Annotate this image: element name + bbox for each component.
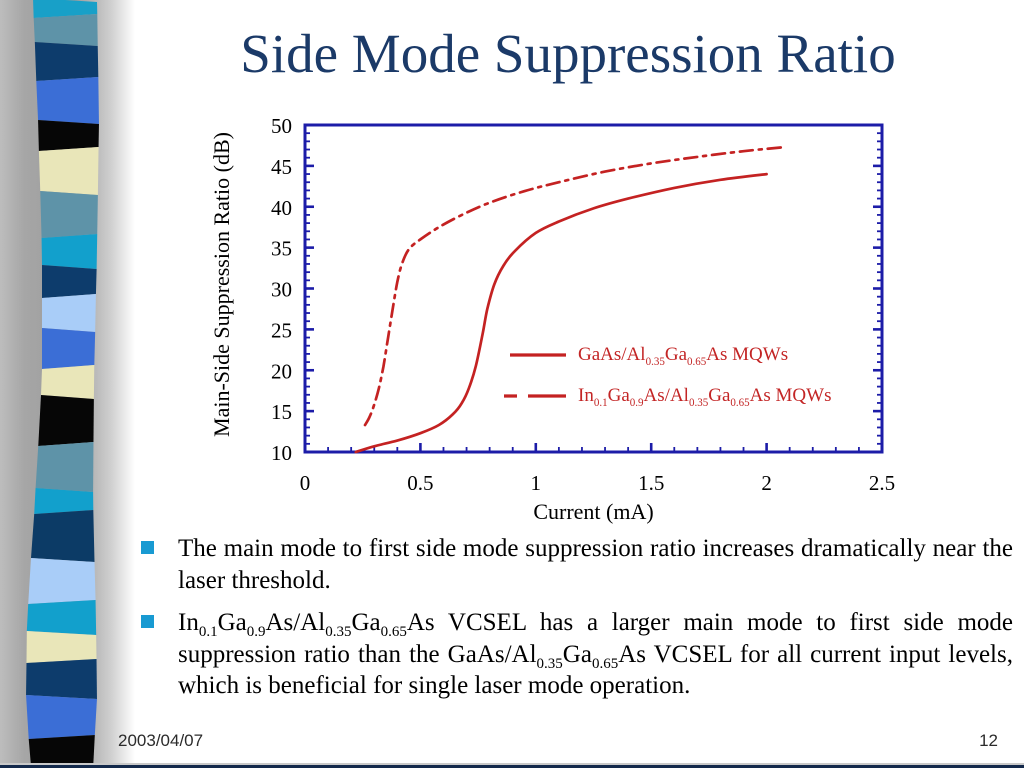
bottom-accent-bar bbox=[0, 765, 1024, 768]
slide-footer: 2003/04/07 12 bbox=[118, 731, 998, 751]
ribbon-band bbox=[42, 294, 96, 332]
smsr-chart: 0 0.5 1 1.5 2 2.5 10 15 20 25 30 35 40 45 50 Current (m… bbox=[205, 98, 919, 533]
bullet-text-2: In0.1Ga0.9As/Al0.35Ga0.65As VCSEL has a … bbox=[178, 609, 1013, 699]
ribbon-band bbox=[42, 328, 96, 369]
ribbon-band bbox=[35, 442, 94, 492]
decorative-ribbon bbox=[0, 0, 135, 768]
slide-edge-line bbox=[0, 763, 1024, 765]
y-tick-label: 25 bbox=[271, 318, 292, 342]
y-tick-label: 35 bbox=[271, 237, 292, 261]
chart-plot-area: 0 0.5 1 1.5 2 2.5 10 15 20 25 30 35 40 45 50 Current (m… bbox=[209, 114, 895, 524]
x-axis-title: Current (mA) bbox=[533, 499, 653, 524]
y-tick-label: 50 bbox=[271, 114, 292, 138]
ribbon-band bbox=[26, 659, 97, 699]
footer-page-number: 12 bbox=[979, 731, 998, 750]
footer-date: 2003/04/07 bbox=[118, 731, 204, 750]
y-tick-label: 10 bbox=[271, 441, 292, 465]
ribbon-band bbox=[33, 14, 98, 46]
x-tick-label: 1 bbox=[531, 471, 542, 495]
ribbon-band bbox=[26, 695, 97, 739]
x-tick-label: 2.5 bbox=[869, 471, 895, 495]
ribbon-band bbox=[31, 510, 95, 562]
bullet-square-icon bbox=[141, 541, 154, 554]
bullet-item-2: In0.1Ga0.9As/Al0.35Ga0.65As VCSEL has a … bbox=[140, 607, 1013, 702]
y-tick-label: 20 bbox=[271, 359, 292, 383]
bullet-text-1: The main mode to first side mode suppres… bbox=[178, 535, 1013, 594]
ribbon-band bbox=[26, 600, 97, 635]
ribbon-band bbox=[41, 234, 98, 269]
ribbon-band bbox=[28, 558, 96, 604]
ribbon-band bbox=[33, 0, 98, 18]
ribbon-band bbox=[42, 265, 97, 298]
y-tick-label: 30 bbox=[271, 278, 292, 302]
ribbon-band bbox=[26, 631, 97, 663]
ingaas-mqw-curve bbox=[363, 145, 787, 427]
ribbon-band bbox=[28, 735, 95, 768]
slide-title: Side Mode Suppression Ratio bbox=[240, 23, 896, 84]
y-axis-title: Main-Side Suppression Ratio (dB) bbox=[209, 132, 234, 437]
y-tick-label: 45 bbox=[271, 155, 292, 179]
ribbon-band bbox=[38, 395, 94, 446]
x-tick-label: 0 bbox=[300, 471, 311, 495]
bullet-square-icon bbox=[141, 615, 154, 628]
ribbon-band bbox=[38, 120, 99, 151]
bullet-item-1: The main mode to first side mode suppres… bbox=[140, 533, 1013, 596]
ribbon-band bbox=[40, 191, 98, 238]
ribbon-band bbox=[41, 365, 95, 399]
ribbon-band bbox=[34, 42, 99, 81]
gaas-mqw-curve bbox=[354, 172, 768, 454]
ribbon-band bbox=[38, 147, 99, 195]
x-tick-label: 0.5 bbox=[407, 471, 433, 495]
x-tick-label: 1.5 bbox=[638, 471, 664, 495]
y-tick-label: 15 bbox=[271, 400, 292, 424]
y-tick-label: 40 bbox=[271, 196, 292, 220]
bullet-list: The main mode to first side mode suppres… bbox=[140, 533, 1013, 713]
ribbon-band bbox=[34, 488, 94, 514]
ribbon-band bbox=[36, 77, 99, 124]
x-tick-label: 2 bbox=[761, 471, 772, 495]
